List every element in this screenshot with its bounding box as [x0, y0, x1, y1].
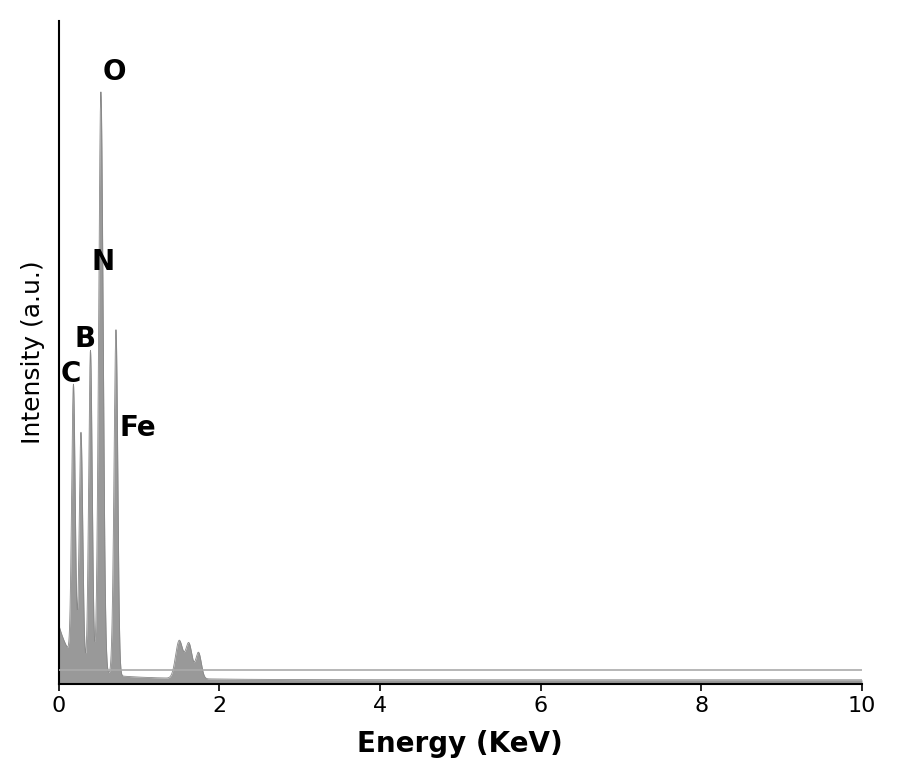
Text: C: C	[60, 360, 81, 388]
X-axis label: Energy (KeV): Energy (KeV)	[358, 730, 563, 758]
Text: B: B	[74, 325, 96, 353]
Y-axis label: Intensity (a.u.): Intensity (a.u.)	[21, 261, 45, 445]
Text: Fe: Fe	[119, 414, 156, 442]
Text: N: N	[91, 248, 115, 276]
Text: O: O	[102, 58, 126, 86]
